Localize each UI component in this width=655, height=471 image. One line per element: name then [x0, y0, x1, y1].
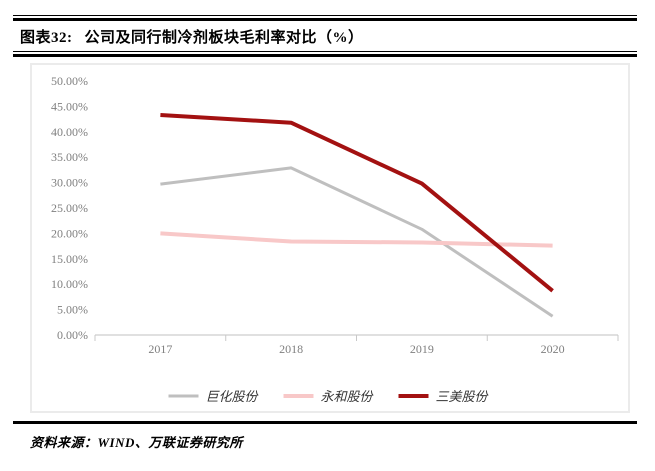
y-axis-tick-label: 10.00%	[51, 277, 88, 291]
figure-label: 图表32:	[20, 30, 73, 46]
series-line-0	[160, 166, 554, 318]
y-axis-tick-label: 5.00%	[57, 303, 88, 317]
figure-header: 图表32: 公司及同行制冷剂板块毛利率对比（%）	[0, 21, 655, 51]
y-axis-tick-label: 20.00%	[51, 226, 88, 240]
y-axis-tick-label: 35.00%	[51, 150, 88, 164]
legend-label-2: 三美股份	[436, 389, 490, 404]
x-axis-tick-label: 2019	[410, 342, 434, 356]
y-axis-tick-label: 30.00%	[51, 176, 88, 190]
y-axis-tick-label: 45.00%	[51, 99, 88, 113]
figure-title: 公司及同行制冷剂板块毛利率对比（%）	[84, 30, 364, 46]
x-axis-tick-label: 2020	[541, 342, 565, 356]
y-axis-tick-label: 25.00%	[51, 201, 88, 215]
top-rule	[13, 15, 637, 21]
x-axis-tick-label: 2018	[279, 342, 303, 356]
y-axis-tick-label: 50.00%	[51, 74, 88, 88]
title-divider	[13, 51, 637, 57]
y-axis-tick-label: 40.00%	[51, 125, 88, 139]
legend-label-1: 永和股份	[321, 389, 375, 404]
source-note: 资料来源：WIND、万联证券研究所	[30, 435, 243, 450]
y-axis-tick-label: 15.00%	[51, 252, 88, 266]
line-chart: 50.00% 45.00% 40.00% 35.00% 30.00% 25.00% 20.0…	[51, 74, 619, 404]
chart-container: 50.00% 45.00% 40.00% 35.00% 30.00% 25.00% 20.0…	[30, 63, 630, 413]
footer-rule	[13, 421, 637, 424]
legend-label-0: 巨化股份	[206, 389, 260, 404]
y-axis-tick-label: 0.00%	[57, 328, 88, 342]
series-line-2	[160, 113, 554, 293]
series-line-1	[160, 231, 553, 248]
x-axis-tick-label: 2017	[148, 342, 172, 356]
